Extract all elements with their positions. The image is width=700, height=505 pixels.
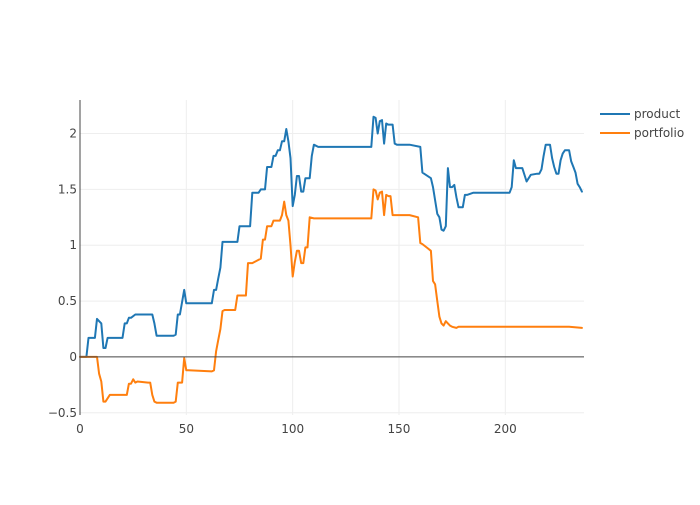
x-tick-label: 0 [76,422,84,436]
legend-item-product[interactable]: product [600,107,680,121]
axes: −0.5 0 0.5 1 1.5 2 0 50 100 150 200 [48,100,584,436]
y-tick-label: −0.5 [48,406,77,420]
y-tick-label: 1 [69,238,77,252]
gridlines [80,100,584,415]
x-tick-label: 100 [281,422,304,436]
legend-label: product [634,107,680,121]
y-tick-label: 1.5 [58,182,77,196]
y-tick-label: 0 [69,350,77,364]
legend-item-portfolio[interactable]: portfolio [600,126,684,140]
series-lines [79,115,583,404]
x-tick-label: 150 [388,422,411,436]
y-tick-label: 0.5 [58,294,77,308]
legend[interactable]: product portfolio [600,107,684,140]
legend-label: portfolio [634,126,684,140]
x-tick-label: 200 [494,422,517,436]
series-line-portfolio [79,188,583,404]
series-line-product [79,115,583,358]
y-tick-label: 2 [69,127,77,141]
x-tick-label: 50 [179,422,194,436]
